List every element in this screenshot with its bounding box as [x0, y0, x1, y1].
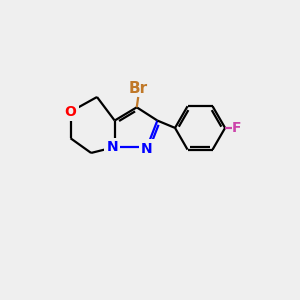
Text: O: O [64, 105, 76, 119]
Text: Br: Br [129, 81, 148, 96]
Text: N: N [141, 142, 153, 155]
Text: F: F [232, 121, 241, 135]
Text: N: N [106, 140, 118, 154]
